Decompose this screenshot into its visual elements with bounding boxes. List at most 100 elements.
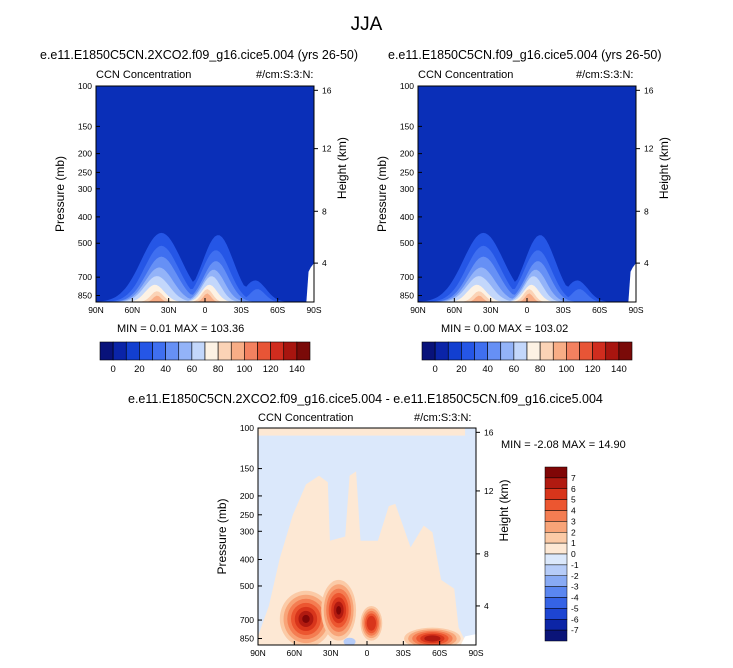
panel3-rtick-label-0: 16 <box>484 427 494 437</box>
colorbar2-label-4: 80 <box>535 364 546 375</box>
colorbar2-swatch-0 <box>421 341 436 361</box>
panel1-ylabel: Pressure (mb) <box>53 156 67 232</box>
colorbar3-swatch-10 <box>544 575 568 587</box>
colorbar2-swatch-11 <box>566 341 580 361</box>
colorbar1-swatch-12 <box>257 341 271 361</box>
panel1-xtick-label-5: 60S <box>270 305 285 315</box>
colorbar1-swatch-11 <box>244 341 258 361</box>
panel1-xtick-label-2: 30N <box>161 305 177 315</box>
panel3-top-strip <box>258 428 476 436</box>
colorbar3-swatch-13 <box>544 608 568 620</box>
colorbar3-label-7: 0 <box>571 549 576 559</box>
panel3-ytick-label-2: 200 <box>240 491 254 501</box>
colorbar3-swatch-3 <box>544 499 568 511</box>
colorbar2-label-1: 20 <box>456 364 467 375</box>
panel2-rtick-label-3: 4 <box>644 258 649 268</box>
colorbar1-label-0: 0 <box>110 364 115 375</box>
panel1-ytick-label-4: 300 <box>78 184 92 194</box>
panel2-xtick-label-1: 60N <box>447 305 463 315</box>
colorbar1-swatch-10 <box>230 341 245 361</box>
colorbar2-swatch-13 <box>592 341 607 361</box>
panel3-ytick-label-5: 400 <box>240 555 254 565</box>
panel2-xtick-label-6: 90S <box>628 305 643 315</box>
panel1-rtick-label-3: 4 <box>322 258 327 268</box>
panel1-ylabel-right: Height (km) <box>335 137 349 199</box>
colorbar3-label-11: -4 <box>571 593 579 603</box>
colorbar2-swatch-8 <box>526 341 541 361</box>
colorbar3-swatch-0 <box>544 466 568 479</box>
colorbar2-swatch-14 <box>605 341 620 361</box>
panel3-xtick-label-5: 60S <box>432 648 447 658</box>
panel2-ytick-label-4: 300 <box>400 184 414 194</box>
colorbar1-label-1: 20 <box>134 364 145 375</box>
colorbar1-swatch-14 <box>283 341 298 361</box>
colorbar1-swatch-0 <box>99 341 114 361</box>
panel3-ytick-label-8: 850 <box>240 633 254 643</box>
colorbar2-swatch-4 <box>474 341 488 361</box>
colorbar1-label-7: 140 <box>289 364 305 375</box>
panel3-rtick-label-2: 8 <box>484 549 489 559</box>
colorbar1-swatch-2 <box>125 341 140 361</box>
panel3-stats: MIN = -2.08 MAX = 14.90 <box>501 439 626 451</box>
panel2-ylabel-right: Height (km) <box>657 137 671 199</box>
colorbar3-swatch-11 <box>544 586 568 598</box>
panel3-ytick-label-0: 100 <box>240 423 254 433</box>
colorbar3-label-12: -5 <box>571 603 579 613</box>
panel1-ytick-label-0: 100 <box>78 81 92 91</box>
panel1-title: e.e11.E1850C5CN.2XCO2.f09_g16.cice5.004 … <box>40 48 359 62</box>
panel3-neg-patch <box>343 637 356 645</box>
colorbar2-swatch-9 <box>539 341 554 361</box>
panel1-xtick-label-3: 0 <box>203 305 208 315</box>
panel3-topography <box>460 634 476 645</box>
colorbar3-label-0: 7 <box>571 473 576 483</box>
colorbar1-label-2: 40 <box>160 364 171 375</box>
panel3-xtick-label-0: 90N <box>250 648 266 658</box>
panel1-stats: MIN = 0.01 MAX = 103.36 <box>117 323 245 335</box>
colorbar2-label-2: 40 <box>482 364 493 375</box>
panel3-ytick-label-3: 250 <box>240 510 254 520</box>
colorbar2-swatch-1 <box>434 341 449 361</box>
panel3-ytick-label-6: 500 <box>240 581 254 591</box>
colorbar2-label-5: 100 <box>558 364 574 375</box>
colorbar3-swatch-14 <box>544 619 568 631</box>
panel3-ytick-label-7: 700 <box>240 615 254 625</box>
panel3-ytick-label-1: 150 <box>240 464 254 474</box>
panel2-ytick-label-7: 700 <box>400 272 414 282</box>
colorbar2-swatch-5 <box>487 341 502 361</box>
panel1-ytick-label-5: 400 <box>78 212 92 222</box>
panel2-xtick-label-0: 90N <box>410 305 426 315</box>
colorbar2-label-0: 0 <box>432 364 437 375</box>
panel2-xtick-label-5: 60S <box>592 305 607 315</box>
colorbar3-swatch-5 <box>544 521 568 533</box>
colorbar2-label-7: 140 <box>611 364 627 375</box>
panel3-hotspot-0-6 <box>302 614 310 623</box>
colorbar1-swatch-3 <box>139 341 153 361</box>
panel3-xtick-label-3: 0 <box>365 648 370 658</box>
panel1-ytick-label-1: 150 <box>78 121 92 131</box>
panel1-rtick-label-1: 12 <box>322 144 332 154</box>
panel3-ytick-label-4: 300 <box>240 526 254 536</box>
colorbar3-label-6: 1 <box>571 538 576 548</box>
panel1-xtick-label-6: 90S <box>306 305 321 315</box>
panel2-ytick-label-6: 500 <box>400 238 414 248</box>
panel3-hotspot-3-5 <box>424 635 441 642</box>
colorbar2-label-3: 60 <box>509 364 520 375</box>
panel2-ytick-label-2: 200 <box>400 149 414 159</box>
colorbar3-swatch-1 <box>544 477 568 489</box>
colorbar2-swatch-2 <box>447 341 462 361</box>
panel2-contour-7 <box>418 293 636 302</box>
panel3-subtitle-right: #/cm:S:3:N: <box>414 412 472 424</box>
panel1-subtitle-left: CCN Concentration <box>96 69 192 81</box>
colorbar2-swatch-12 <box>579 341 593 361</box>
colorbar3-swatch-2 <box>544 488 568 500</box>
panel2-xtick-label-2: 30N <box>483 305 499 315</box>
colorbar1-label-4: 80 <box>213 364 224 375</box>
panel1-ytick-label-8: 850 <box>78 291 92 301</box>
panel2-ytick-label-5: 400 <box>400 212 414 222</box>
panel1-contour-7 <box>96 293 314 302</box>
page-title: JJA <box>350 14 383 35</box>
colorbar3-label-8: -1 <box>571 560 579 570</box>
panel3-title: e.e11.E1850C5CN.2XCO2.f09_g16.cice5.004 … <box>128 392 603 406</box>
panel2-ylabel: Pressure (mb) <box>375 156 389 232</box>
